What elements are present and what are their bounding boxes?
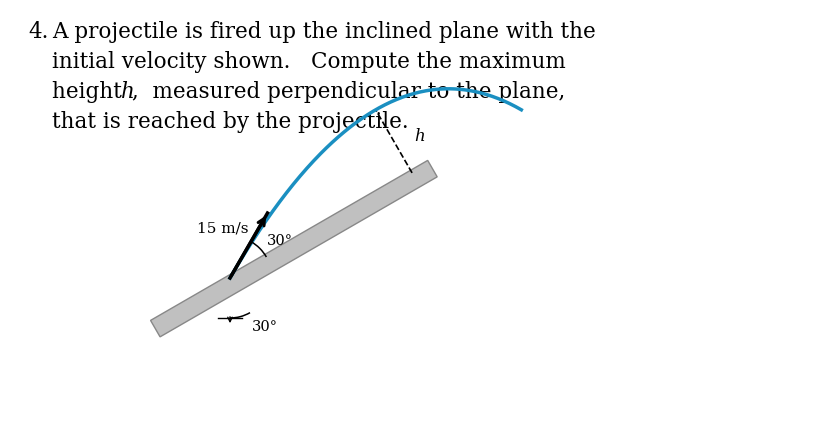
Text: that is reached by the projectile.: that is reached by the projectile. [52,111,408,133]
Text: height: height [52,81,129,103]
Text: 4.: 4. [28,21,48,43]
Text: A projectile is fired up the inclined plane with the: A projectile is fired up the inclined pl… [52,21,595,43]
Text: h: h [121,81,135,103]
Text: 15 m/s: 15 m/s [197,222,249,236]
Text: h: h [414,128,425,145]
Polygon shape [150,160,438,337]
Text: initial velocity shown.   Compute the maximum: initial velocity shown. Compute the maxi… [52,51,566,73]
Text: 30°: 30° [266,234,293,248]
Text: ,  measured perpendicular to the plane,: , measured perpendicular to the plane, [132,81,565,103]
Text: 30°: 30° [252,320,278,334]
